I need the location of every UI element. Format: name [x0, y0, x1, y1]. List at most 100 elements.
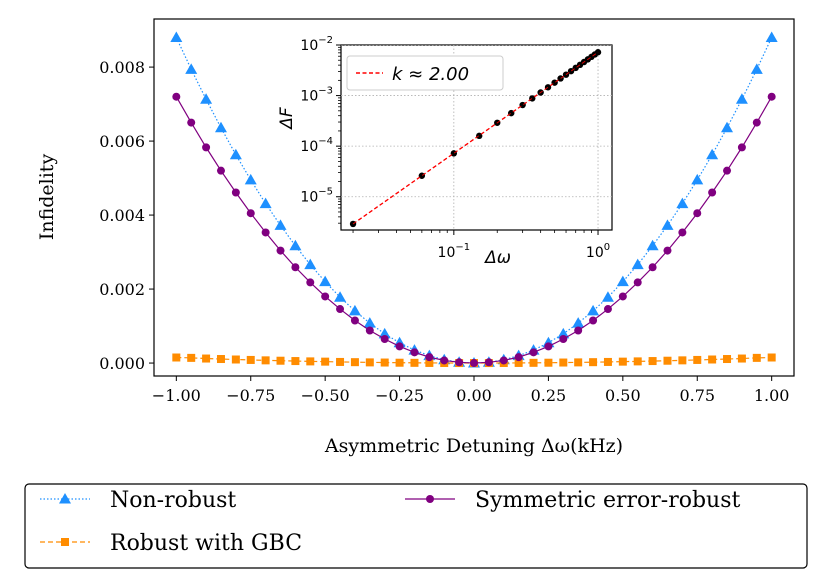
main-legend: Non-robust Robust with GBC Symmetric err…: [24, 483, 808, 569]
inset-data-point: [418, 172, 426, 179]
data-point: [721, 121, 734, 133]
data-point: [334, 291, 347, 302]
data-point: [187, 353, 196, 362]
data-point: [321, 292, 330, 301]
data-point: [350, 316, 359, 325]
data-point: [559, 335, 568, 344]
data-point: [559, 358, 568, 367]
inset-data-point: [551, 79, 558, 86]
data-point: [765, 31, 778, 42]
inset-legend-label: k ≈ 2.00: [392, 64, 469, 85]
x-tick-label: 1.00: [754, 386, 790, 405]
data-point: [484, 358, 493, 367]
x-tick-label: 0.25: [531, 386, 567, 405]
data-point: [676, 197, 689, 209]
data-point: [514, 353, 523, 362]
data-point: [365, 358, 374, 367]
data-point: [246, 209, 255, 218]
data-point: [691, 173, 704, 185]
data-point: [737, 143, 746, 152]
data-point: [574, 358, 583, 367]
legend-label-robust-gbc: Robust with GBC: [110, 531, 302, 556]
data-point: [261, 356, 270, 365]
data-point: [202, 354, 211, 363]
x-tick-label: −1.00: [152, 386, 201, 405]
data-point: [601, 291, 614, 302]
y-axis-label: Infidelity: [36, 154, 58, 241]
data-point: [587, 304, 600, 316]
data-point: [246, 355, 255, 364]
data-point: [291, 263, 300, 272]
data-point: [752, 118, 761, 127]
data-point: [172, 92, 181, 101]
x-tick-label: 0.50: [605, 386, 641, 405]
data-point: [410, 358, 419, 367]
data-point: [616, 275, 629, 287]
data-point: [646, 239, 659, 251]
data-point: [425, 358, 434, 367]
data-point: [336, 305, 345, 314]
data-point: [200, 93, 213, 104]
data-point: [572, 317, 585, 328]
data-point: [185, 63, 198, 74]
data-point: [678, 228, 687, 237]
data-point: [216, 166, 225, 175]
data-point: [663, 356, 672, 365]
data-point: [648, 263, 657, 272]
inset-data-point: [544, 84, 552, 91]
data-point: [276, 356, 285, 365]
data-point: [618, 357, 627, 366]
data-point: [544, 342, 553, 351]
data-point: [170, 31, 183, 42]
data-point: [410, 348, 419, 357]
data-point: [348, 304, 361, 316]
data-point: [202, 143, 211, 152]
data-point: [289, 239, 302, 251]
data-point: [244, 173, 257, 185]
x-axis-label: Asymmetric Detuning Δω(kHz): [324, 435, 623, 457]
data-point: [544, 358, 553, 367]
legend-label-non-robust: Non-robust: [110, 488, 236, 513]
data-point: [214, 121, 227, 133]
data-point: [589, 358, 598, 367]
y-tick-label: 0.000: [99, 354, 145, 373]
inset-data-point: [519, 101, 526, 109]
data-point: [395, 358, 404, 367]
inset-data-point: [508, 109, 515, 117]
data-point: [306, 278, 315, 287]
data-point: [706, 148, 719, 160]
data-point: [633, 278, 642, 287]
legend-marker-2: [426, 495, 434, 503]
data-point: [663, 246, 672, 255]
data-point: [231, 188, 240, 197]
data-point: [470, 359, 478, 368]
data-point: [708, 355, 717, 364]
data-point: [380, 335, 389, 344]
data-point: [440, 356, 449, 365]
data-point: [350, 358, 359, 367]
legend-marker-0: [59, 493, 71, 504]
data-point: [648, 357, 657, 366]
inset-x-axis-label: Δω: [483, 248, 511, 268]
data-point: [723, 355, 732, 364]
data-point: [455, 358, 464, 367]
data-point: [752, 353, 761, 362]
x-tick-label: −0.75: [226, 386, 275, 405]
data-point: [678, 356, 687, 365]
data-point: [529, 358, 538, 367]
data-point: [631, 258, 644, 270]
inset-y-axis-label: ΔF: [277, 107, 297, 131]
data-point: [365, 326, 374, 335]
data-point: [319, 275, 332, 287]
data-point: [380, 358, 389, 367]
y-tick-label: 0.004: [99, 206, 145, 225]
legend-marker-1: [61, 538, 69, 546]
data-point: [336, 357, 345, 366]
data-point: [229, 148, 242, 160]
data-point: [574, 326, 583, 335]
data-point: [693, 209, 702, 218]
data-point: [425, 353, 434, 362]
data-point: [661, 219, 674, 230]
x-tick-label: 0.75: [679, 386, 715, 405]
